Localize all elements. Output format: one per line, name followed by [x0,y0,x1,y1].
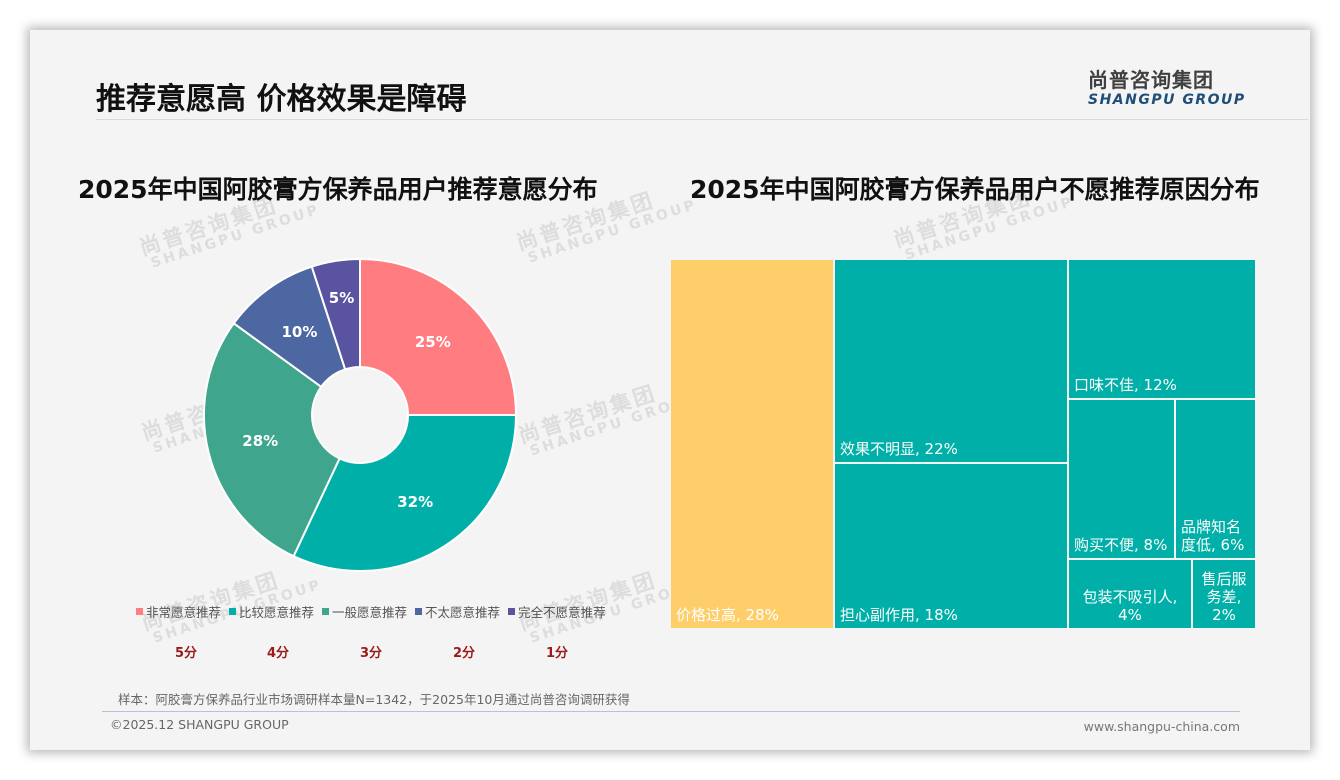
score-row: 5分 4分 3分 2分 1分 [30,642,670,662]
donut-slice [292,414,518,572]
legend-item: 非常愿意推荐 [136,602,221,621]
footer-divider [102,711,1240,712]
score-label: 2分 [452,646,476,661]
treemap-tile-inconvenient-purchase: 购买不便, 8% [1069,400,1174,558]
legend-item: 不太愿意推荐 [415,602,500,621]
company-logo: 尚普咨询集团 SHANGPU GROUP [1088,64,1248,108]
donut-slice [359,257,518,416]
legend-swatch-icon [229,608,237,615]
tile-label: 效果不明显, 22% [840,440,958,458]
page-title: 推荐意愿高 价格效果是障碍 [96,82,467,117]
legend-label: 比较愿意推荐 [239,605,315,620]
tile-label: 担心副作用, 18% [840,606,958,624]
footer-copyright: ©2025.12 SHANGPU GROUP [110,717,289,732]
tile-label: 购买不便, 8% [1074,536,1168,554]
treemap-tile-price-too-high: 价格过高, 28% [671,260,833,628]
donut-slice [310,257,361,371]
slice-value-label: 32% [397,492,434,511]
treemap-tile-packaging: 包装不吸引人, 4% [1069,560,1191,628]
treemap-tile-after-sales: 售后服务差, 2% [1193,560,1255,628]
slice-value-label: 5% [328,289,355,308]
tile-label: 价格过高, 28% [676,606,779,624]
sample-footnote: 样本：阿胶膏方保养品行业市场调研样本量N=1342，于2025年10月通过尚普咨… [118,692,630,707]
logo-english-text: SHANGPU GROUP [1088,92,1246,108]
slice-value-label: 10% [281,322,318,341]
legend-swatch-icon [322,608,330,615]
tile-label: 品牌知名度低, 6% [1181,518,1245,554]
chart-legend: 非常愿意推荐 比较愿意推荐 一般愿意推荐 不太愿意推荐 完全不愿意推荐 [136,602,606,621]
left-chart-title: 2025年中国阿胶膏方保养品用户推荐意愿分布 [78,175,598,204]
score-label: 5分 [174,646,198,661]
treemap-tile-effect-not-obvious: 效果不明显, 22% [835,260,1067,462]
treemap-tile-low-brand-awareness: 品牌知名度低, 6% [1176,400,1255,558]
tile-label: 包装不吸引人, 4% [1082,588,1178,624]
legend-label: 非常愿意推荐 [146,605,222,620]
donut-chart: 25% 32% 28% 10% 5% [195,250,525,580]
legend-item: 比较愿意推荐 [229,602,314,621]
legend-swatch-icon [508,608,516,615]
title-divider [96,119,1308,120]
score-label: 1分 [545,646,569,661]
tile-label: 售后服务差, 2% [1201,570,1247,624]
footer-website: www.shangpu-china.com [1083,719,1240,734]
treemap-tile-taste: 口味不佳, 12% [1069,260,1255,398]
right-chart-title: 2025年中国阿胶膏方保养品用户不愿推荐原因分布 [690,175,1260,204]
slice-value-label: 28% [242,431,279,450]
legend-item: 一般愿意推荐 [322,602,407,621]
donut-slice [203,321,341,558]
legend-label: 完全不愿意推荐 [518,605,606,620]
legend-label: 不太愿意推荐 [425,605,501,620]
donut-chart-svg [203,257,518,572]
tile-label: 口味不佳, 12% [1074,376,1177,394]
treemap-chart: 价格过高, 28% 效果不明显, 22% 担心副作用, 18% 口味不佳, 12… [671,260,1255,628]
legend-swatch-icon [136,608,143,615]
legend-swatch-icon [415,608,423,615]
score-label: 3分 [359,646,383,661]
slice-value-label: 25% [414,333,451,352]
logo-chinese-text: 尚普咨询集团 [1088,68,1214,92]
legend-item: 完全不愿意推荐 [508,602,606,621]
treemap-tile-side-effects: 担心副作用, 18% [835,464,1067,628]
legend-label: 一般愿意推荐 [332,605,408,620]
score-label: 4分 [266,646,290,661]
slide: 推荐意愿高 价格效果是障碍 尚普咨询集团 SHANGPU GROUP 尚普咨询集… [30,30,1310,750]
